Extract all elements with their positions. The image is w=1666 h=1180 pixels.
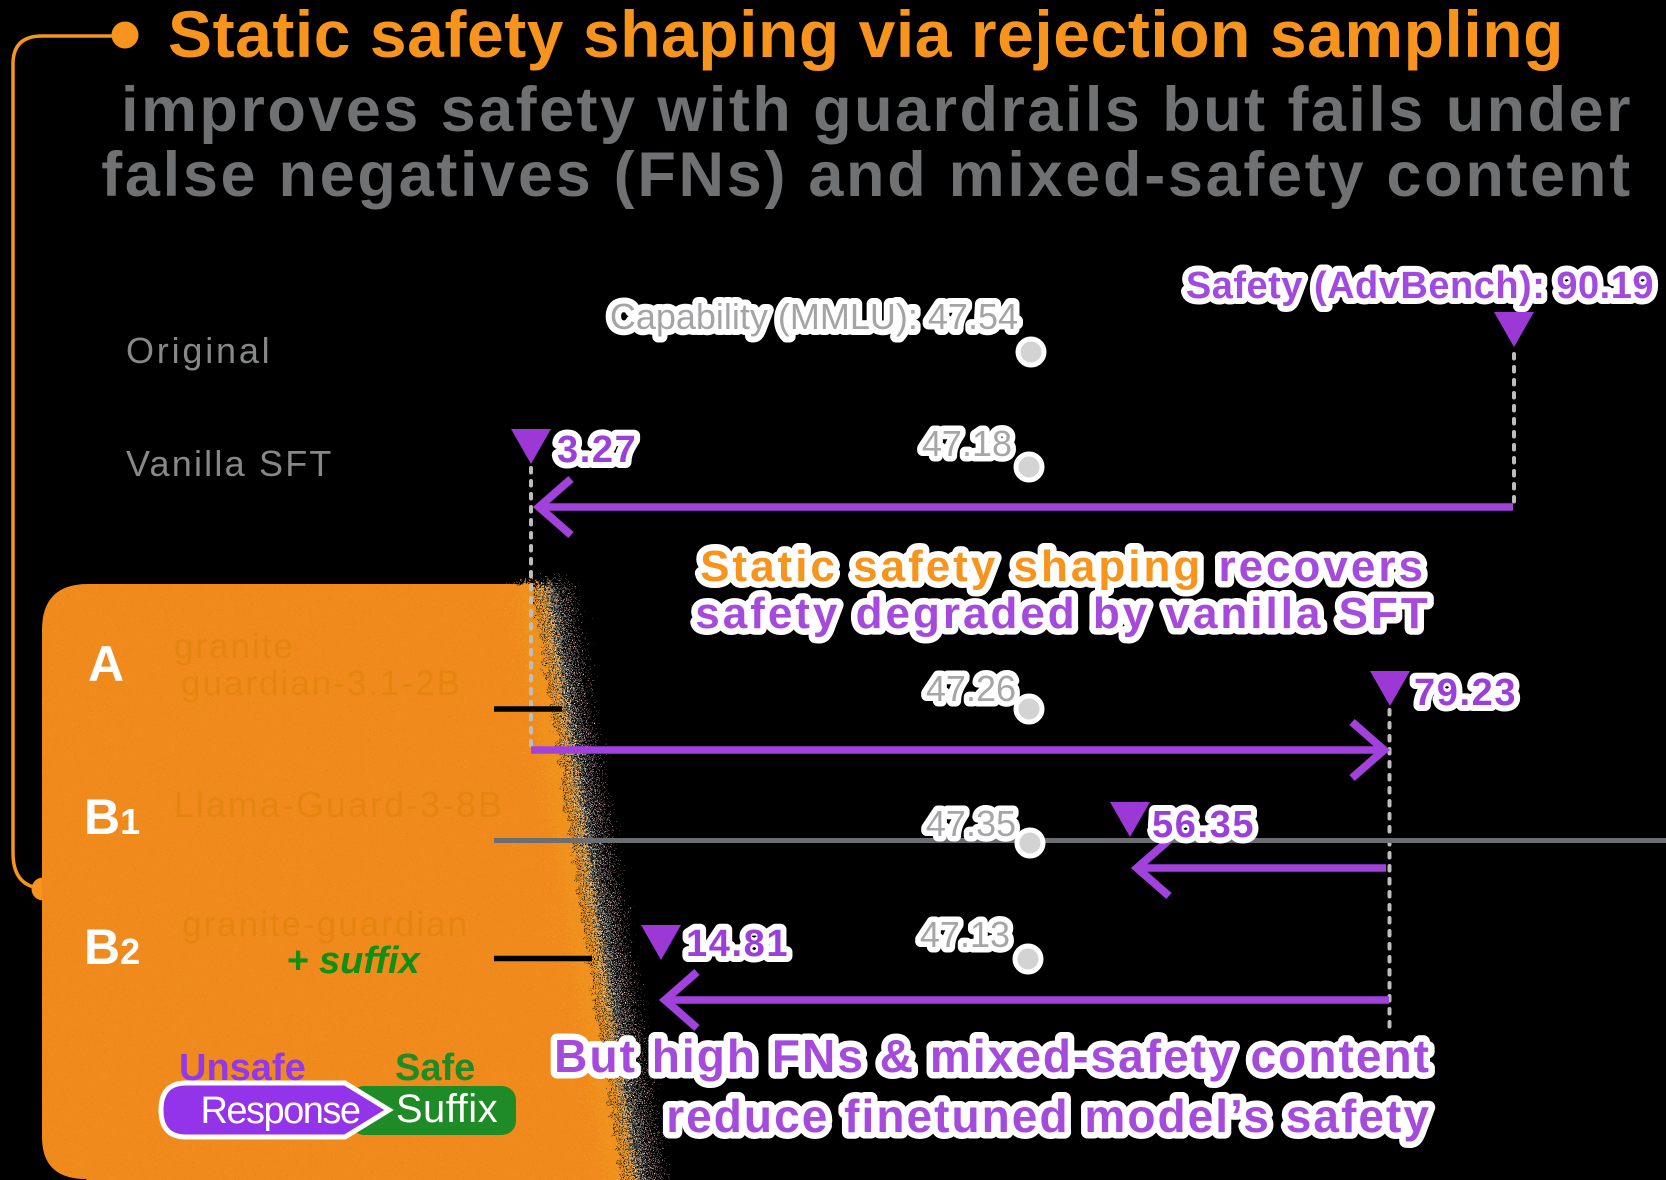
svg-text:3.27: 3.27 — [557, 429, 637, 471]
svg-text:But high FNs & mixed-safety co: But high FNs & mixed-safety content — [554, 1030, 1431, 1082]
svg-text:47.18: 47.18 — [922, 423, 1012, 464]
svg-text:14.81: 14.81 — [686, 923, 789, 965]
svg-text:Original: Original — [126, 330, 272, 371]
svg-text:Safe: Safe — [395, 1047, 475, 1089]
svg-text:improves safety with guardrail: improves safety with guardrails but fail… — [121, 75, 1633, 145]
svg-text:Static safety shaping recovers: Static safety shaping recovers — [700, 542, 1426, 591]
svg-text:guardian-3.1-2B: guardian-3.1-2B — [181, 664, 462, 703]
svg-text:47.35: 47.35 — [926, 803, 1016, 844]
svg-text:safety degraded by vanilla SFT: safety degraded by vanilla SFT — [695, 589, 1431, 638]
svg-text:Vanilla SFT: Vanilla SFT — [126, 443, 334, 484]
svg-text:Capability (MMLU): 47.54: Capability (MMLU): 47.54 — [610, 296, 1018, 337]
svg-text:Suffix: Suffix — [396, 1087, 498, 1131]
svg-text:A: A — [88, 636, 124, 692]
svg-text:Response: Response — [200, 1090, 359, 1132]
svg-text:Llama-Guard-3-8B: Llama-Guard-3-8B — [174, 784, 504, 825]
svg-text:Static safety shaping via reje: Static safety shaping via rejection samp… — [168, 0, 1564, 71]
svg-text:47.26: 47.26 — [926, 668, 1016, 709]
svg-text:granite: granite — [174, 627, 295, 666]
svg-text:granite-guardian: granite-guardian — [182, 905, 469, 944]
svg-text:47.13: 47.13 — [920, 914, 1010, 955]
svg-text:+ suffix: + suffix — [286, 940, 421, 982]
svg-text:56.35: 56.35 — [1152, 804, 1255, 846]
svg-text:reduce finetuned model’s safet: reduce finetuned model’s safety — [666, 1090, 1431, 1142]
svg-text:79.23: 79.23 — [1414, 672, 1517, 714]
svg-text:Safety (AdvBench): 90.19: Safety (AdvBench): 90.19 — [1186, 265, 1654, 307]
svg-text:false negatives (FNs) and mixe: false negatives (FNs) and mixed-safety c… — [101, 140, 1633, 210]
